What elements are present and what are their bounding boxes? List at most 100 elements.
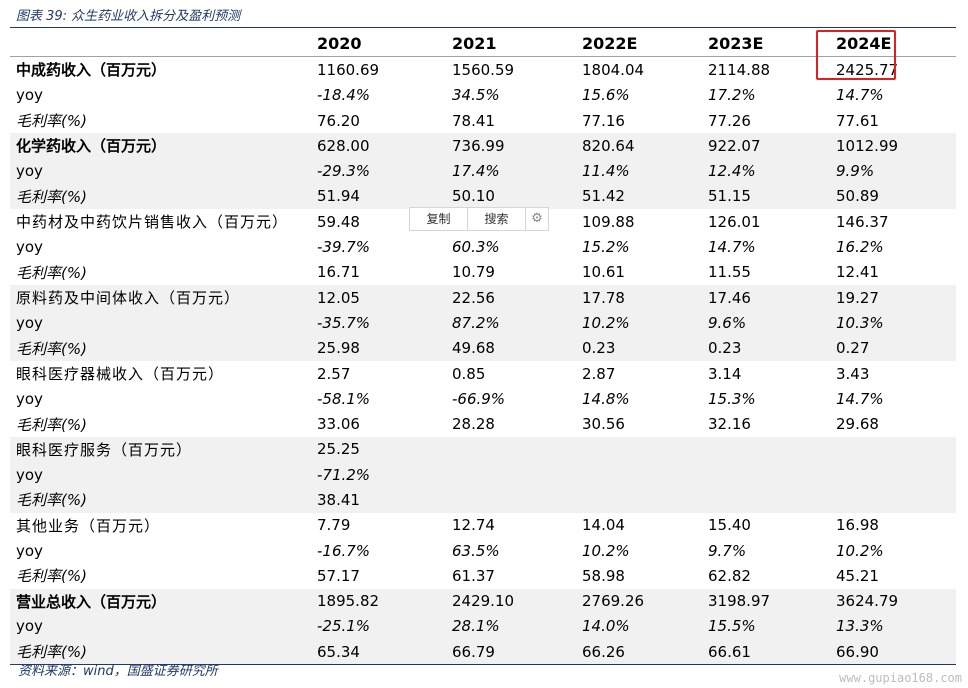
table-cell: 13.3% xyxy=(824,613,956,640)
table-cell: 0.23 xyxy=(696,335,824,361)
table-cell: 50.10 xyxy=(440,183,570,210)
copy-button[interactable]: 复制 xyxy=(426,212,451,226)
table-cell: 736.99 xyxy=(440,133,570,159)
table-cell: 45.21 xyxy=(836,566,879,585)
table-cell: 12.41 xyxy=(836,263,879,282)
table-cell xyxy=(440,462,570,488)
table-cell: -16.7% xyxy=(317,541,371,560)
table-cell: 109.88 xyxy=(582,212,635,231)
row-label: yoy xyxy=(16,238,43,257)
table-row: yoy -39.7% 60.3% 15.2% 14.7% 16.2% xyxy=(10,234,956,259)
table-cell: 15.40 xyxy=(708,516,751,535)
table-cell: -29.3% xyxy=(305,158,440,184)
table-cell xyxy=(696,462,824,488)
table-cell: 77.61 xyxy=(836,111,879,130)
table-cell: 66.61 xyxy=(696,639,824,666)
table-cell: 12.4% xyxy=(696,158,824,184)
search-button[interactable]: 搜索 xyxy=(484,212,509,226)
table-cell xyxy=(440,436,570,463)
header-blank xyxy=(10,31,305,58)
table-row: 眼科医疗服务（百万元） 25.25 xyxy=(10,436,956,463)
row-label: 毛利率(%) xyxy=(16,263,87,282)
table-row: 原料药及中间体收入（百万元） 12.05 22.56 17.78 17.46 19.27 xyxy=(10,284,956,311)
table-cell: 14.7% xyxy=(708,238,756,257)
figure-caption: 图表 39: 众生药业收入拆分及盈利预测 xyxy=(16,9,241,24)
table-cell: 17.4% xyxy=(440,158,570,184)
table-row: 毛利率(%) 76.20 78.41 77.16 77.26 77.61 xyxy=(10,108,956,133)
table-cell: 17.78 xyxy=(570,284,696,311)
table-cell: 10.79 xyxy=(452,263,495,282)
table-cell: 1895.82 xyxy=(305,588,440,614)
table-row: 毛利率(%) 65.34 66.79 66.26 66.61 66.90 xyxy=(10,639,956,666)
table-cell: 15.6% xyxy=(582,86,630,105)
table-cell xyxy=(824,487,956,513)
table-cell: 0.85 xyxy=(452,364,486,383)
year-header: 2024E xyxy=(824,31,956,58)
table-cell: 14.7% xyxy=(836,86,884,105)
table-cell: 60.3% xyxy=(452,238,500,257)
row-label: 化学药收入（百万元） xyxy=(10,133,305,159)
table-cell: 126.01 xyxy=(708,212,761,231)
table-cell: 25.98 xyxy=(305,335,440,361)
row-label: 毛利率(%) xyxy=(10,487,305,513)
table-cell: 17.2% xyxy=(708,86,756,105)
table-cell: 66.79 xyxy=(440,639,570,666)
table-cell: 29.68 xyxy=(836,415,879,434)
table-row: yoy -29.3% 17.4% 11.4% 12.4% 9.9% xyxy=(10,158,956,184)
year-header: 2022E xyxy=(570,31,696,58)
watermark: www.gupiao168.com xyxy=(839,671,962,685)
selection-toolbar: 复制 搜索 ⚙ xyxy=(409,207,549,231)
gear-icon[interactable]: ⚙ xyxy=(531,211,543,226)
highlight-box-2024e xyxy=(816,30,896,80)
table-cell: 77.26 xyxy=(708,111,751,130)
table-cell: -58.1% xyxy=(317,389,371,408)
table-cell: 28.1% xyxy=(440,613,570,640)
row-label: 眼科医疗服务（百万元） xyxy=(10,436,305,463)
table-cell: 10.2% xyxy=(570,310,696,336)
toolbar-divider xyxy=(467,208,468,230)
row-label: 原料药及中间体收入（百万元） xyxy=(10,284,305,311)
table-cell: 63.5% xyxy=(452,541,500,560)
table-cell: 25.25 xyxy=(305,436,440,463)
table-cell: 15.5% xyxy=(696,613,824,640)
table-cell: 19.27 xyxy=(824,284,956,311)
table-cell: 10.3% xyxy=(824,310,956,336)
table-cell xyxy=(824,436,956,463)
table-cell: -39.7% xyxy=(317,238,371,257)
table-cell: 62.82 xyxy=(708,566,751,585)
row-label: yoy xyxy=(16,86,43,105)
table-cell: 16.2% xyxy=(836,238,884,257)
row-label: 营业总收入（百万元） xyxy=(10,588,305,614)
table-cell: 87.2% xyxy=(440,310,570,336)
table-cell: 33.06 xyxy=(317,415,360,434)
table-cell xyxy=(440,487,570,513)
table-row: yoy -58.1% -66.9% 14.8% 15.3% 14.7% xyxy=(10,386,956,411)
table-cell xyxy=(824,462,956,488)
table-cell: -35.7% xyxy=(305,310,440,336)
row-label: 毛利率(%) xyxy=(10,639,305,666)
table-cell: 2114.88 xyxy=(708,60,771,79)
table-row: 中成药收入（百万元） 1160.69 1560.59 1804.04 2114.88 24… xyxy=(10,57,956,83)
table-cell: 0.27 xyxy=(824,335,956,361)
table-cell: 12.05 xyxy=(305,284,440,311)
table-cell: -25.1% xyxy=(305,613,440,640)
toolbar-divider xyxy=(525,208,526,230)
table-cell: 9.7% xyxy=(708,541,747,560)
table-row: 毛利率(%) 33.06 28.28 30.56 32.16 29.68 xyxy=(10,411,956,436)
table-row: 毛利率(%) 25.98 49.68 0.23 0.23 0.27 xyxy=(10,335,956,361)
table-cell: 922.07 xyxy=(696,133,824,159)
table-cell: 10.2% xyxy=(582,541,630,560)
table-row: 其他业务（百万元） 7.79 12.74 14.04 15.40 16.98 xyxy=(10,513,956,538)
table-cell: 1560.59 xyxy=(452,60,515,79)
table-cell: 15.2% xyxy=(582,238,630,257)
table-cell: 12.74 xyxy=(452,516,495,535)
row-label: 毛利率(%) xyxy=(16,415,87,434)
table-row: 毛利率(%) 38.41 xyxy=(10,487,956,513)
table-cell: 14.8% xyxy=(582,389,630,408)
table-cell: 66.26 xyxy=(570,639,696,666)
table-cell: 78.41 xyxy=(452,111,495,130)
table-cell: 10.61 xyxy=(582,263,625,282)
table-cell: 65.34 xyxy=(305,639,440,666)
table-cell: 11.55 xyxy=(708,263,751,282)
table-cell: -71.2% xyxy=(305,462,440,488)
